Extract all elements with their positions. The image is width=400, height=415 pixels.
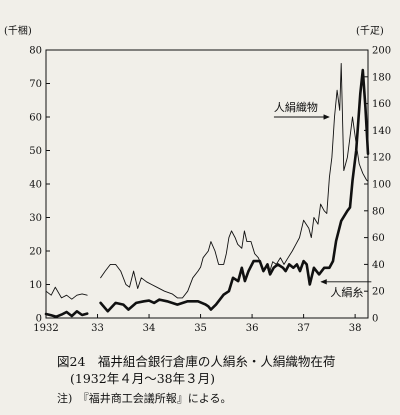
left-axis-tick-label: 30 (29, 213, 42, 224)
left-axis-tick-label: 70 (29, 79, 42, 90)
figure-subtitle: (1932年４月〜38年３月) (70, 371, 215, 386)
right-axis-tick-label: 100 (372, 180, 391, 191)
left-axis-tick-label: 60 (29, 113, 42, 124)
figure-title: 図24 福井組合銀行倉庫の人絹糸・人絹織物在荷 (57, 354, 336, 369)
rayon-yarn-annotation-label: 人絹糸 (330, 285, 363, 299)
dual-axis-line-chart: 0 10 20 30 40 50 60 70 80 (千梱) 0 20 40 60 80 100 120 140 1… (4, 24, 391, 334)
right-axis-tick-label: 140 (372, 126, 391, 137)
left-axis-tick-label: 0 (36, 314, 42, 325)
source-note: 注) 『福井商工会議所報』による。 (57, 392, 232, 405)
right-axis-tick-label: 20 (372, 287, 385, 298)
left-axis-tick-label: 80 (29, 46, 42, 57)
plot-frame (45, 49, 369, 319)
left-axis-tick-label: 50 (29, 146, 42, 157)
right-axis-tick-label: 120 (372, 153, 391, 164)
x-axis-tick-label: 35 (194, 323, 207, 334)
rayon-yarn-series-line (44, 310, 89, 318)
x-axis-tick-label: 37 (297, 323, 310, 334)
right-axis-unit: (千疋) (356, 25, 384, 37)
right-axis-tick-label: 200 (372, 46, 391, 57)
left-axis-tick-label: 10 (29, 280, 42, 291)
x-axis-tick-label: 34 (143, 323, 156, 334)
x-axis-tick-label: 38 (349, 323, 362, 334)
x-axis-tick-label: 33 (91, 323, 104, 334)
rayon-fabric-annotation-label: 人絹織物 (274, 100, 318, 114)
right-axis-tick-label: 180 (372, 72, 391, 83)
right-axis-tick-label: 60 (372, 233, 385, 244)
x-axis-tick-label: 1932 (33, 323, 58, 334)
right-axis-tick-label: 0 (372, 314, 378, 325)
right-axis-tick-label: 40 (372, 260, 385, 271)
x-axis-tick-label: 36 (246, 323, 259, 334)
rayon-fabric-series-line (100, 62, 369, 299)
left-axis-unit: (千梱) (4, 24, 32, 37)
right-axis-tick-label: 160 (372, 99, 391, 110)
right-axis-tick-label: 80 (372, 206, 385, 217)
left-axis-tick-label: 40 (29, 180, 42, 191)
rayon-fabric-series-line (45, 286, 88, 300)
rayon-yarn-series-line (99, 68, 370, 313)
left-axis-tick-label: 20 (29, 247, 42, 258)
